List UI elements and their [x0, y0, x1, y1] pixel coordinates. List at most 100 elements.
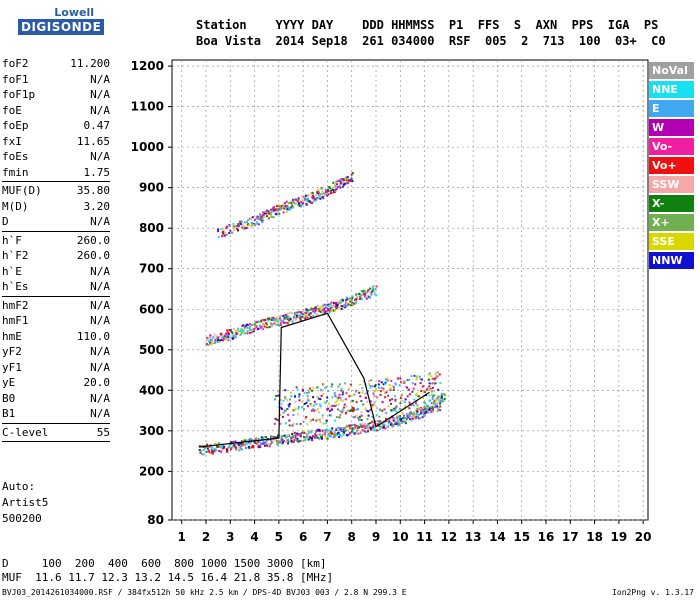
echo-point — [418, 413, 421, 416]
echo-point — [434, 377, 437, 380]
echo-point — [297, 199, 300, 202]
echo-point — [239, 445, 242, 448]
echo-point — [433, 402, 436, 405]
echo-point — [359, 423, 362, 426]
echo-point — [227, 338, 230, 341]
echo-point — [349, 410, 352, 413]
echo-point — [307, 198, 310, 201]
echo-point — [320, 196, 323, 199]
y-tick-label: 700 — [139, 262, 164, 276]
echo-point — [340, 387, 343, 390]
echo-point — [351, 423, 354, 426]
echo-point — [237, 443, 240, 446]
echo-point — [331, 404, 334, 407]
echo-point — [345, 296, 348, 299]
echo-point — [330, 385, 333, 388]
echo-point — [351, 406, 354, 409]
legend-item: NoVal — [649, 62, 694, 79]
echo-point — [318, 428, 321, 431]
echo-point — [231, 443, 234, 446]
echo-point — [369, 408, 372, 411]
echo-point — [315, 434, 318, 437]
echo-point — [250, 447, 253, 450]
param-key: yF2 — [2, 345, 22, 358]
param-row: foEs N/A — [2, 149, 110, 165]
echo-point — [235, 225, 238, 228]
echo-point — [302, 309, 305, 312]
echo-point — [325, 437, 328, 440]
echo-point — [318, 193, 321, 196]
y-tick-label: 80 — [147, 513, 164, 527]
echo-point — [282, 314, 285, 317]
echo-point — [207, 343, 210, 346]
echo-point — [353, 409, 356, 412]
echo-point — [419, 412, 422, 415]
echo-point — [284, 313, 287, 316]
echo-point — [339, 396, 342, 399]
echo-point — [271, 215, 274, 218]
echo-point — [295, 202, 298, 205]
echo-point — [379, 409, 382, 412]
echo-point — [413, 398, 416, 401]
echo-point — [235, 447, 238, 450]
echo-point — [308, 200, 311, 203]
echo-point — [304, 197, 307, 200]
echo-point — [372, 288, 375, 291]
echo-point — [261, 319, 264, 322]
echo-point — [305, 309, 308, 312]
echo-point — [231, 332, 234, 335]
echo-point — [279, 321, 282, 324]
echo-point — [431, 407, 434, 410]
param-value: N/A — [90, 72, 110, 86]
echo-point — [399, 402, 402, 405]
echo-point — [336, 399, 339, 402]
echo-point — [319, 398, 322, 401]
echo-point — [364, 408, 367, 411]
echo-point — [205, 342, 208, 345]
echo-point — [411, 382, 414, 385]
echo-point — [430, 377, 433, 380]
echo-point — [384, 396, 387, 399]
echo-point — [344, 306, 347, 309]
echo-point — [373, 429, 376, 432]
echo-point — [319, 388, 322, 391]
echo-point — [301, 440, 304, 443]
echo-point — [328, 311, 331, 314]
param-row: foEp 0.47 — [2, 118, 110, 134]
echo-point — [291, 424, 294, 427]
echo-point — [243, 225, 246, 228]
echo-point — [324, 433, 327, 436]
echo-point — [295, 423, 298, 426]
echo-point — [359, 418, 362, 421]
param-value: N/A — [90, 88, 110, 101]
echo-point — [436, 371, 439, 374]
echo-point — [290, 206, 293, 209]
echo-point — [278, 422, 281, 425]
echo-point — [340, 428, 343, 431]
echo-point — [408, 415, 411, 418]
param-key: foEp — [2, 119, 29, 132]
echo-point — [329, 187, 332, 190]
echo-point — [318, 418, 321, 421]
echo-point — [286, 442, 289, 445]
echo-point — [292, 423, 295, 426]
echo-point — [385, 377, 388, 380]
echo-point — [366, 390, 369, 393]
echo-point — [291, 436, 294, 439]
echo-point — [346, 176, 349, 179]
echo-point — [343, 403, 346, 406]
param-key: M(D) — [2, 199, 29, 213]
echo-point — [392, 388, 395, 391]
echo-point — [225, 225, 228, 228]
echo-point — [437, 395, 440, 398]
echo-point — [404, 385, 407, 388]
echo-point — [325, 306, 328, 309]
echo-point — [277, 402, 280, 405]
echo-point — [423, 401, 426, 404]
echo-point — [406, 379, 409, 382]
echo-point — [300, 205, 303, 208]
echo-point — [282, 399, 285, 402]
y-tick-label: 500 — [139, 343, 164, 357]
echo-point — [222, 444, 225, 447]
echo-point — [232, 336, 235, 339]
